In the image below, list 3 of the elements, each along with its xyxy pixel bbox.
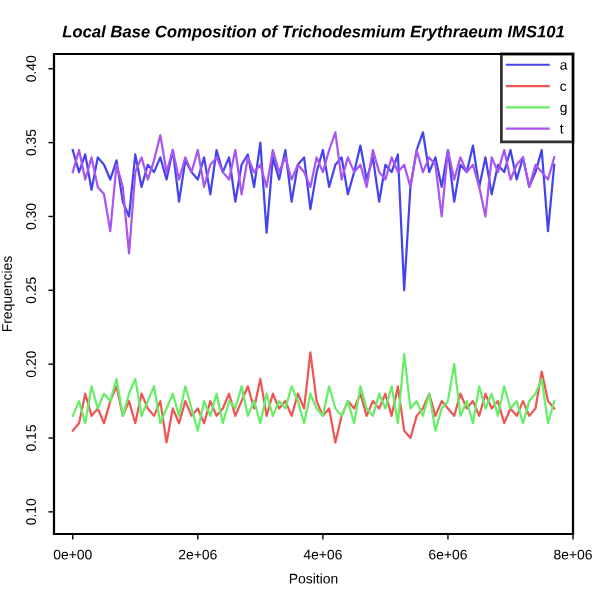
- chart-title: Local Base Composition of Trichodesmium Erythraeum IMS101: [62, 25, 564, 41]
- line-series: [71, 131, 556, 292]
- line-series: [71, 131, 556, 255]
